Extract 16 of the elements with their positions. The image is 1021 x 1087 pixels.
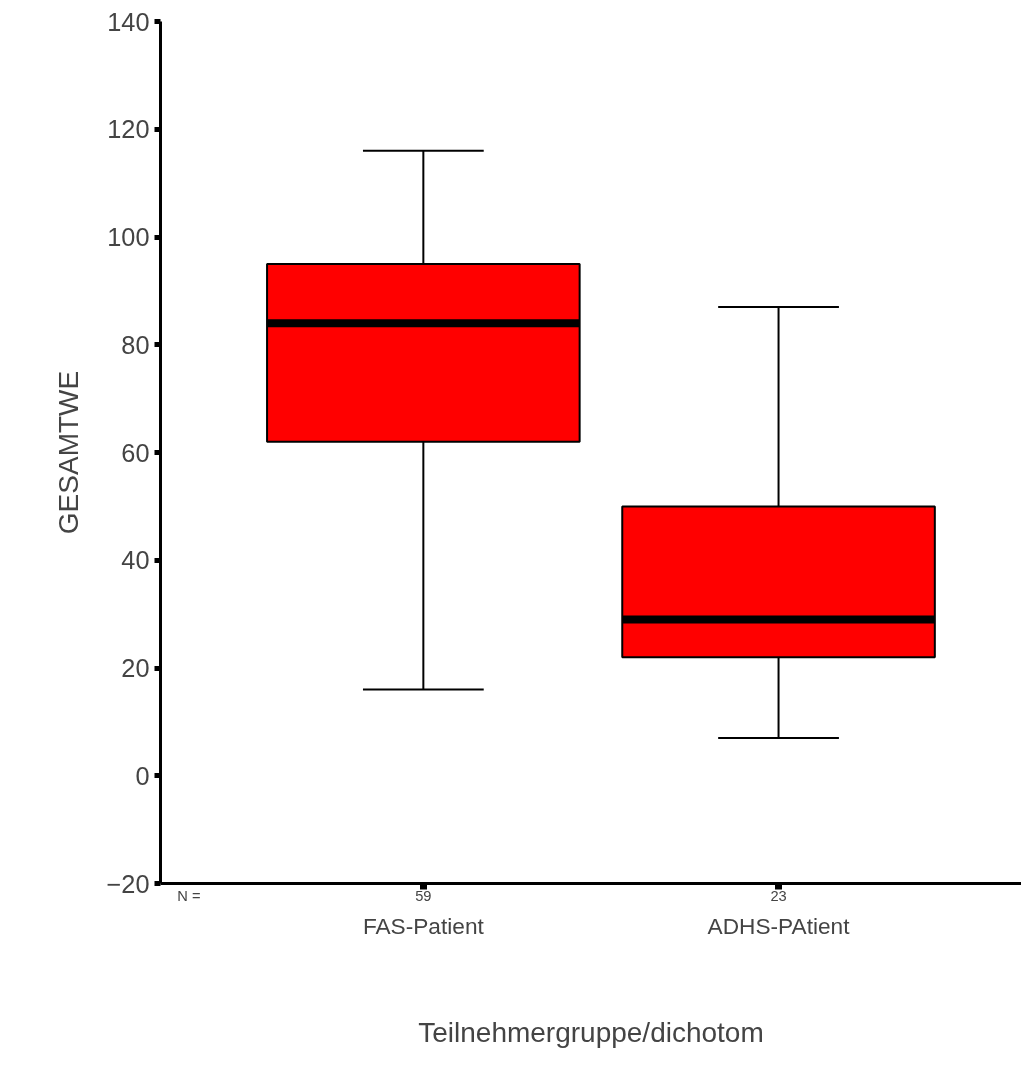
y-tick-label: −20 <box>106 869 150 898</box>
y-tick-label: 60 <box>121 438 150 467</box>
x-tick-label: ADHS-PAtient <box>707 912 851 939</box>
x-axis-title: Teilnehmergruppe/dichotom <box>418 1016 764 1048</box>
y-tick-label: 140 <box>107 7 150 36</box>
x-tick-label: FAS-Patient <box>362 912 485 939</box>
y-axis-title: GESAMTWE <box>52 370 84 535</box>
text: N = <box>177 887 201 904</box>
text: 23 <box>770 887 787 904</box>
y-tick-label: 40 <box>121 546 150 575</box>
y-tick-label: 20 <box>121 654 150 682</box>
y-tick-label: 100 <box>107 223 150 251</box>
y-tick-label: 120 <box>107 115 150 144</box>
y-tick-label: 80 <box>121 330 150 359</box>
text: 59 <box>415 887 432 904</box>
y-tick-label: 0 <box>135 761 150 790</box>
